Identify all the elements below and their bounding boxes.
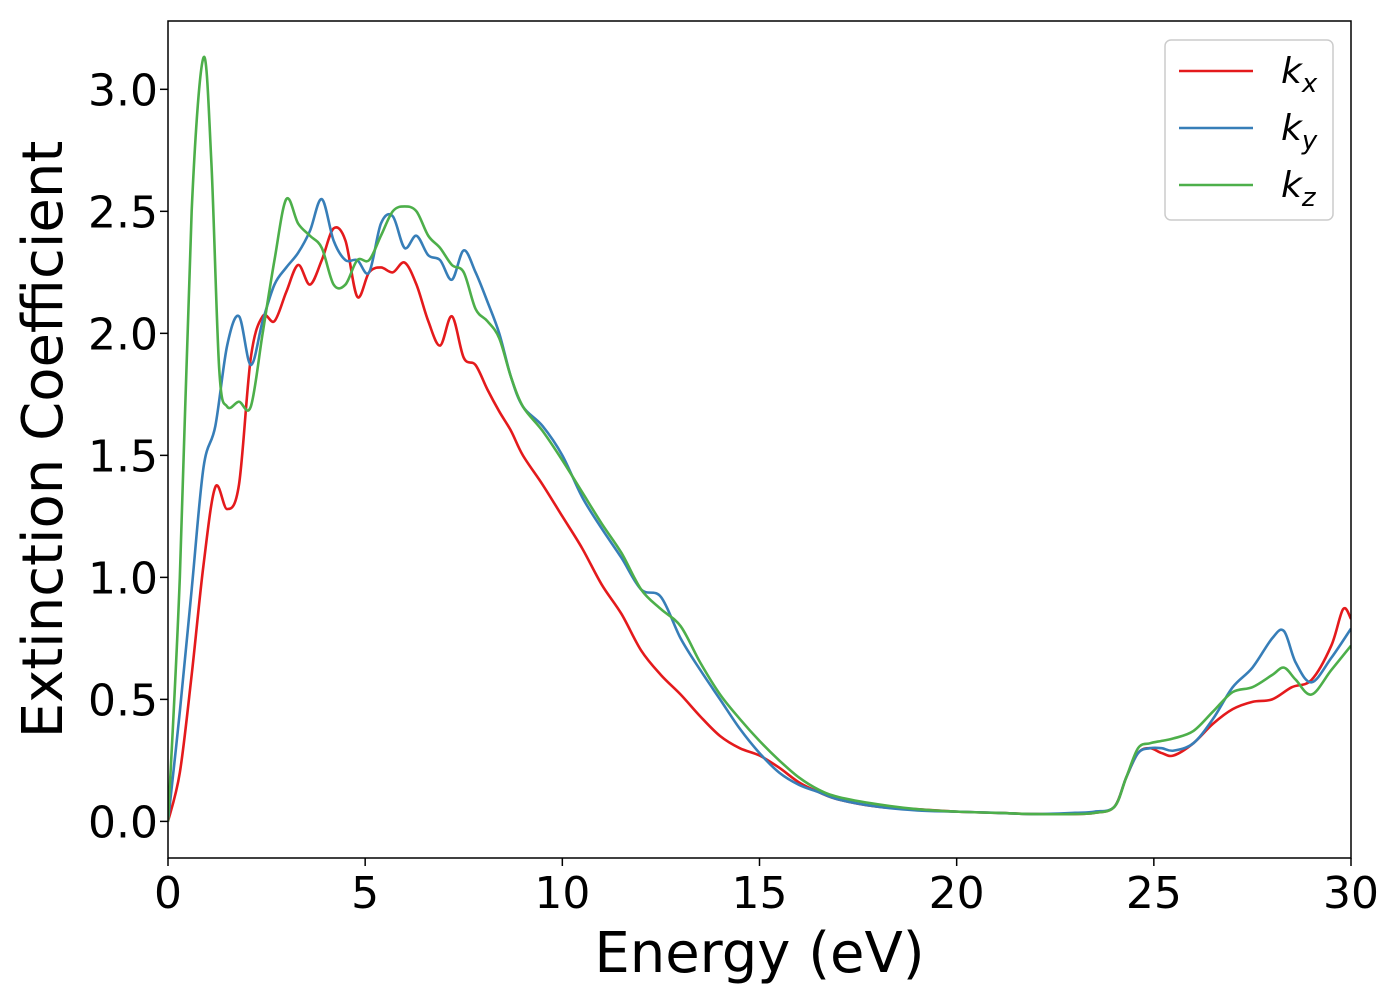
y-tick-label: 0.0 (88, 797, 158, 848)
y-axis-ticks: 0.0 0.5 1.0 1.5 2.0 2.5 3.0 (88, 65, 168, 848)
y-tick-label: 2.5 (88, 187, 158, 238)
series-line-kx (168, 226, 1351, 822)
y-tick-label: 3.0 (88, 65, 158, 116)
x-tick-label: 20 (929, 868, 985, 919)
y-tick-label: 2.0 (88, 309, 158, 360)
x-tick-label: 25 (1126, 868, 1182, 919)
legend-label-kx: kx (1281, 51, 1318, 99)
legend-box (1164, 39, 1334, 221)
x-axis-ticks: 0 5 10 15 20 25 30 (154, 858, 1379, 919)
legend-label-ky: ky (1281, 108, 1318, 156)
x-axis-label: Energy (eV) (594, 921, 924, 986)
x-tick-label: 5 (351, 868, 379, 919)
x-tick-label: 10 (534, 868, 590, 919)
series-layer (168, 55, 1351, 822)
x-tick-label: 0 (154, 868, 182, 919)
y-tick-label: 1.0 (88, 553, 158, 604)
series-line-kz (168, 55, 1351, 822)
series-line-ky (168, 197, 1351, 822)
y-tick-label: 0.5 (88, 675, 158, 726)
x-tick-label: 30 (1323, 868, 1379, 919)
y-axis-label: Extinction Coefficient (11, 141, 76, 739)
x-tick-label: 15 (732, 868, 788, 919)
legend-label-kz: kz (1281, 165, 1317, 213)
y-tick-label: 1.5 (88, 431, 158, 482)
legend: kx ky kz (1164, 39, 1334, 221)
